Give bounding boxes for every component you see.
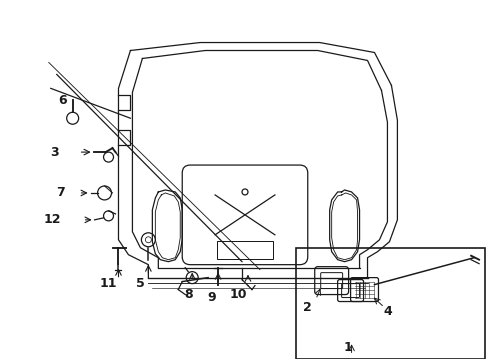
Text: 7: 7 (56, 186, 65, 199)
Text: 8: 8 (183, 288, 192, 301)
Text: 12: 12 (44, 213, 61, 226)
Text: 11: 11 (100, 277, 117, 290)
Bar (295, 248, 484, 359)
Text: 3: 3 (50, 145, 59, 159)
Text: 6: 6 (58, 94, 67, 107)
Text: 9: 9 (207, 291, 216, 304)
Text: 2: 2 (303, 301, 311, 314)
Text: 1: 1 (343, 341, 351, 354)
Text: 10: 10 (229, 288, 246, 301)
Text: 5: 5 (136, 277, 144, 290)
Text: 4: 4 (382, 305, 391, 318)
